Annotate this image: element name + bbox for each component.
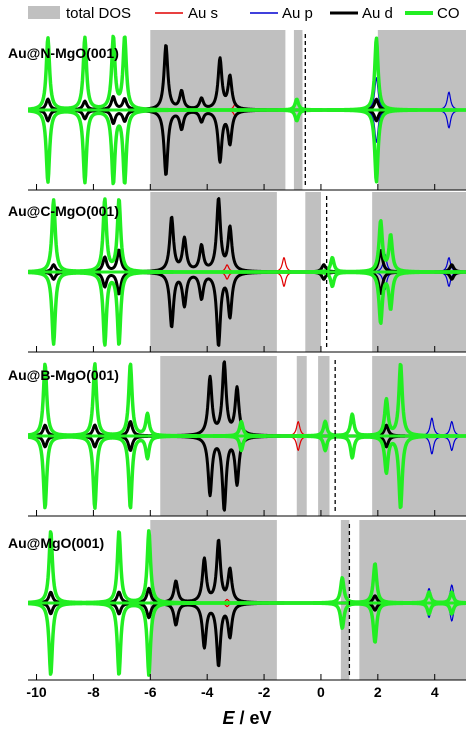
co-curve-spin-down (28, 434, 466, 510)
legend-entry: CO (437, 5, 460, 22)
legend-entry: Au s (188, 5, 218, 22)
legend-swatch-total-dos (28, 6, 60, 19)
x-axis-unit: / eV (234, 708, 271, 728)
x-tick-label: 4 (431, 684, 439, 700)
x-axis-symbol: E (222, 708, 235, 728)
x-axis-title: E / eV (222, 708, 271, 728)
panel-plot-area (28, 30, 466, 190)
x-axis: -10 -8 -6 -4 -2 0 2 4 (26, 684, 438, 700)
panel-label: Au@B-MgO(001) (8, 367, 119, 383)
panel-4: Au@MgO(001) (8, 520, 466, 681)
panel-label: Au@MgO(001) (8, 535, 104, 551)
total-dos-band (340, 520, 350, 680)
x-tick-label: -2 (258, 684, 271, 700)
panel-label: Au@N-MgO(001) (8, 45, 119, 61)
legend-entry: total DOS (66, 5, 131, 22)
x-tick-label: -6 (144, 684, 157, 700)
legend-entry: Au p (282, 5, 313, 22)
legend: total DOS Au s Au p Au d CO (28, 5, 460, 22)
legend-entry: Au d (362, 5, 393, 22)
panel-label: Au@C-MgO(001) (8, 203, 119, 219)
panel-plot-area (28, 192, 466, 352)
x-tick-label: -4 (201, 684, 214, 700)
x-tick-label: -8 (87, 684, 100, 700)
x-tick-label: 2 (374, 684, 382, 700)
co-curve-spin-up (28, 362, 466, 438)
panel-plot-area (28, 520, 466, 680)
x-tick-label: 0 (317, 684, 325, 700)
panel-plot-area (28, 356, 466, 516)
panel-3: Au@B-MgO(001) (8, 356, 466, 517)
x-tick-label: -10 (26, 684, 46, 700)
panel-1: Au@N-MgO(001) (8, 30, 466, 191)
dos-panels: Au@N-MgO(001) Au@C-MgO(001) Au@B-MgO(001) A… (8, 30, 466, 681)
panel-2: Au@C-MgO(001) (8, 192, 466, 353)
